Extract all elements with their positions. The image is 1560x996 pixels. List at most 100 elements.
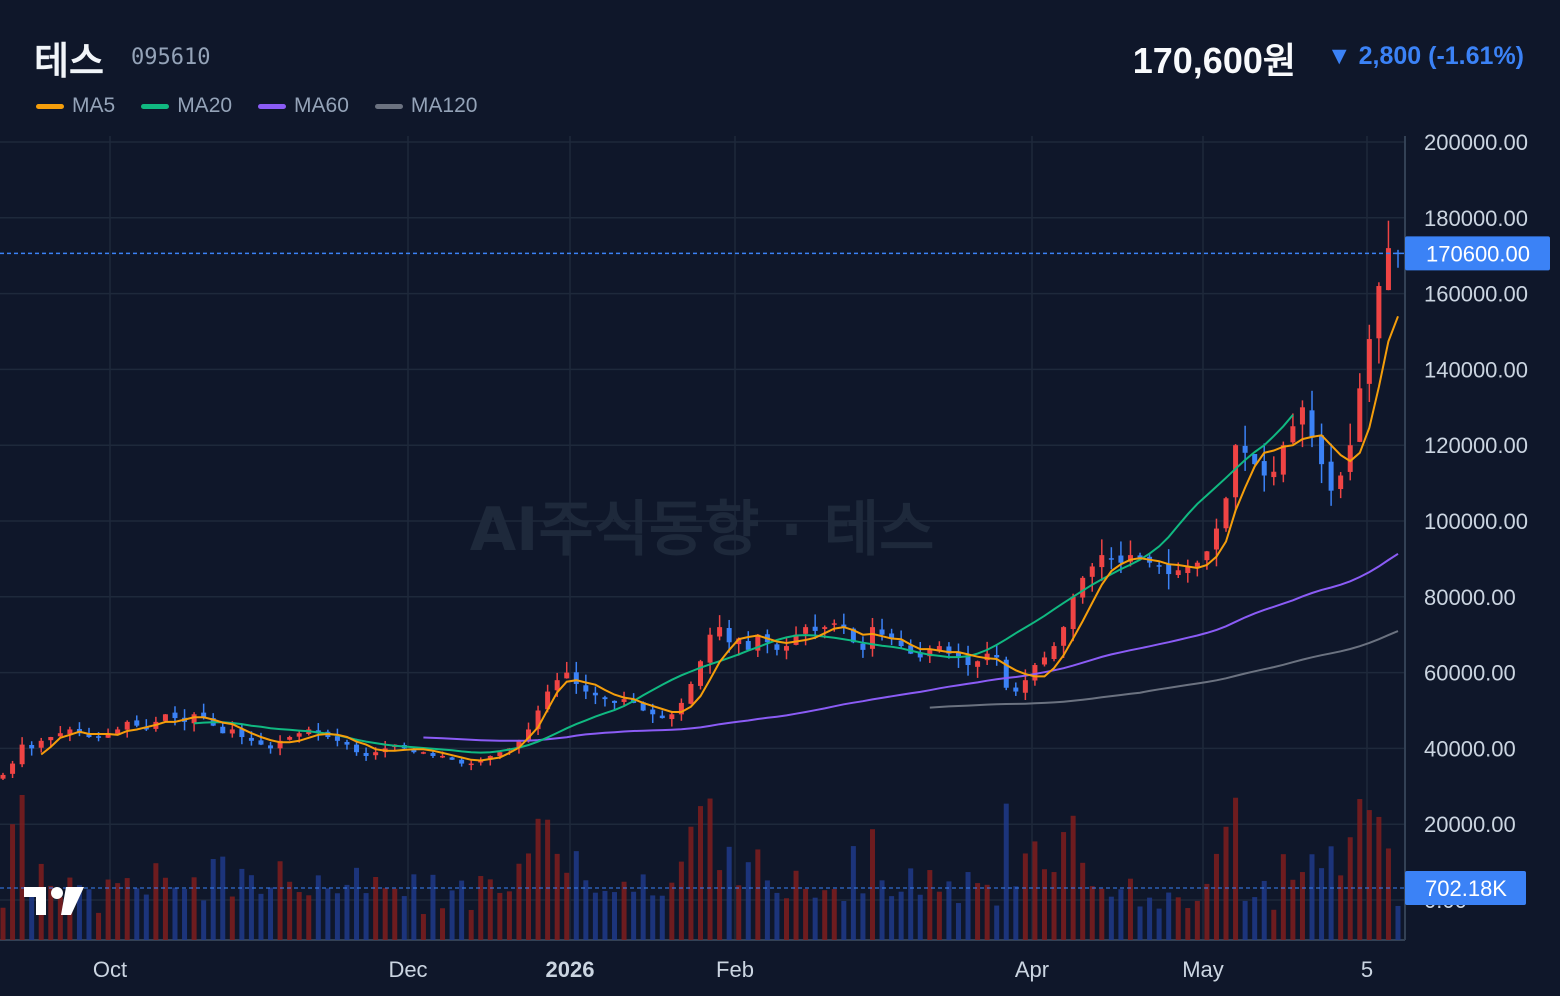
volume-label: 702.18K [1425, 876, 1507, 901]
candle-body [1118, 555, 1124, 563]
candle-body [440, 755, 446, 758]
volume-bar [669, 882, 675, 940]
volume-bar [946, 881, 952, 940]
legend-label: MA5 [72, 94, 116, 117]
candle-body [201, 712, 207, 719]
volume-bar [344, 884, 350, 940]
volume-bar [1099, 888, 1105, 940]
volume-bar [0, 907, 6, 940]
candle-body [640, 702, 646, 711]
volume-bar [1328, 846, 1334, 940]
volume-bar [277, 861, 283, 940]
candle-body [965, 655, 971, 666]
candle-body [86, 733, 92, 738]
volume-bar [1242, 900, 1248, 940]
volume-bar [19, 795, 25, 940]
candle-body [1108, 558, 1114, 560]
volume-bar [1022, 853, 1028, 940]
ma5-line [40, 315, 1399, 762]
volume-bar [229, 896, 235, 940]
candle-body [1271, 471, 1277, 478]
legend-ma20[interactable]: MA20 [141, 94, 232, 118]
volume-bar [315, 875, 321, 940]
volume-bar [831, 889, 837, 940]
volume-bar [612, 892, 618, 940]
legend-swatch [374, 103, 403, 109]
volume-bar [96, 912, 102, 940]
candle-body [162, 714, 168, 721]
volume-bar [1385, 848, 1391, 940]
candle-body [363, 752, 369, 756]
candle-body [745, 641, 751, 650]
candle-body [621, 699, 627, 702]
candle-body [850, 628, 856, 643]
legend-ma5[interactable]: MA5 [36, 94, 115, 118]
candle-body [296, 733, 302, 737]
candle-body [1376, 286, 1382, 339]
volume-bar [1080, 862, 1086, 940]
candle-body [1357, 388, 1363, 442]
candle-body [898, 640, 904, 647]
candle-body [1261, 461, 1267, 476]
candle-body [592, 692, 598, 696]
candle-body [172, 712, 178, 719]
tradingview-logo-icon[interactable] [24, 887, 84, 915]
candle-body [1166, 564, 1172, 575]
candle-body [927, 649, 933, 657]
candle-body [946, 646, 952, 654]
volume-bar [210, 859, 216, 940]
volume-bar [1089, 886, 1095, 940]
candle-body [984, 653, 990, 661]
volume-bar [401, 896, 407, 940]
candle-body [535, 710, 541, 730]
volume-bar [392, 888, 398, 940]
volume-bar [248, 875, 254, 940]
candle-body [516, 740, 522, 749]
volume-bar [927, 870, 933, 940]
candle-body [1309, 410, 1315, 438]
volume-bar [57, 897, 63, 940]
volume-bar [1319, 868, 1325, 940]
candle-body [1185, 566, 1191, 574]
volume-bar [76, 885, 82, 940]
candle-body [1194, 562, 1200, 567]
volume-bar [153, 863, 159, 940]
volume-bar [1061, 832, 1067, 940]
candle-body [583, 685, 589, 692]
volume-bar [334, 893, 340, 940]
candle-body [1080, 577, 1086, 598]
volume-bar [1299, 872, 1305, 940]
candle-body [277, 740, 283, 749]
volume-bar [516, 863, 522, 940]
candle-body [1347, 445, 1353, 472]
legend-ma60[interactable]: MA60 [258, 94, 349, 118]
volume-bar [678, 861, 684, 940]
volume-bar [29, 891, 35, 940]
volume-bar [1213, 853, 1219, 940]
volume-bar [10, 824, 16, 940]
volume-bar [707, 798, 713, 940]
volume-bar [889, 896, 895, 940]
candle-body [115, 729, 121, 734]
volume-bar [182, 889, 188, 940]
candle-body [831, 623, 837, 625]
legend-swatch [36, 103, 64, 109]
candle-body [822, 627, 828, 629]
candle-body [1032, 665, 1038, 681]
candle-body [879, 629, 885, 635]
candle-body [564, 672, 570, 679]
y-tick-label: 200000.00 [1424, 130, 1528, 155]
volume-bar [363, 893, 369, 940]
volume-bar [1395, 905, 1401, 940]
candle-body [1022, 680, 1028, 693]
candle-body [908, 645, 914, 654]
candle-body [105, 733, 111, 738]
legend-label: MA20 [177, 94, 233, 117]
candle-body [994, 655, 1000, 658]
volume-bar [774, 892, 780, 940]
candle-body [0, 774, 6, 779]
candle-body [889, 633, 895, 639]
legend-ma120[interactable]: MA120 [374, 94, 477, 118]
candle-body [1089, 566, 1095, 577]
